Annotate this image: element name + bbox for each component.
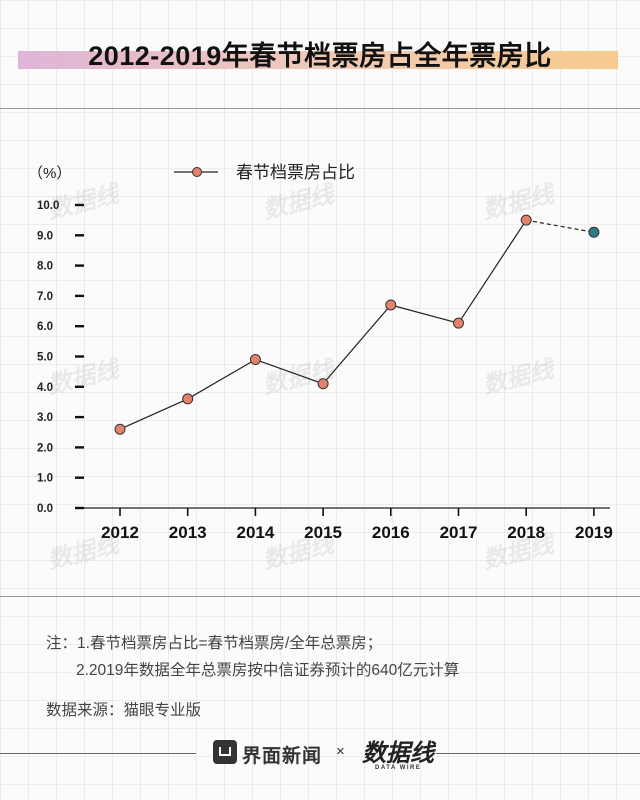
x-tick-label: 2019 — [575, 523, 613, 542]
footer-brand-jiemian: 界面新闻 — [242, 746, 323, 767]
data-point — [317, 378, 329, 390]
data-point-estimate — [588, 226, 600, 238]
title-highlight-bar — [18, 51, 618, 69]
y-tick-label: 2.0 — [37, 442, 53, 454]
x-tick-label: 2013 — [169, 523, 207, 542]
legend-label: 春节档票房占比 — [236, 163, 355, 182]
data-point — [182, 393, 194, 405]
x-tick-label: 2017 — [440, 523, 478, 542]
y-tick-label: 8.0 — [37, 261, 53, 273]
x-tick-label: 2014 — [236, 523, 274, 542]
y-tick-label: 4.0 — [37, 382, 53, 394]
y-tick-label: 9.0 — [37, 230, 53, 242]
y-tick-label: 0.0 — [37, 503, 53, 515]
x-axis-ticks: 2012 2013 2014 2015 2016 2017 2018 2019 — [101, 508, 613, 542]
jiemian-logo-icon — [213, 740, 237, 764]
footer-brand-datawire-sub: DATA WIRE — [375, 765, 422, 771]
y-tick-label: 3.0 — [37, 412, 53, 424]
series-segment — [322, 304, 392, 385]
note-1: 1.春节档票房占比=春节档票房/全年总票房； — [77, 635, 383, 652]
data-point — [249, 354, 261, 366]
watermark: 数据线 — [260, 355, 339, 399]
data-point — [453, 317, 464, 329]
x-tick-label: 2018 — [507, 523, 545, 542]
watermark: 数据线 — [480, 180, 559, 224]
chart-bottom-divider — [0, 596, 640, 597]
x-tick-label: 2015 — [304, 523, 342, 542]
note-2: 2.2019年数据全年总票房按中信证券预计的640亿元计算 — [76, 662, 460, 679]
series-segment-estimate — [526, 219, 595, 233]
series-segment — [119, 398, 188, 430]
footer-brand-datawire: 数据线 — [362, 740, 434, 767]
x-tick-label: 2016 — [372, 523, 410, 542]
footer-rule-left — [0, 753, 196, 754]
legend-marker — [192, 167, 202, 177]
y-axis-ticks: 0.0 1.0 2.0 3.0 4.0 5.0 6.0 7.0 8.0 9.0 10.0 — [37, 200, 84, 515]
notes-block: 注：1.春节档票房占比=春节档票房/全年总票房； 2.2019年数据全年总票房按… — [46, 630, 459, 684]
data-source: 数据来源：猫眼专业版 — [46, 702, 202, 719]
y-unit-label: （%） — [28, 165, 71, 182]
footer-cross: × — [336, 743, 345, 760]
series-line — [114, 214, 600, 435]
y-tick-label: 5.0 — [37, 352, 53, 364]
watermark: 数据线 — [260, 180, 339, 224]
y-tick-label: 6.0 — [37, 321, 53, 333]
series-segment — [457, 219, 527, 324]
data-point — [385, 299, 397, 311]
watermark: 数据线 — [480, 355, 559, 399]
data-point — [520, 214, 532, 226]
y-tick-label: 10.0 — [37, 200, 59, 212]
header-divider — [0, 108, 640, 109]
watermark: 数据线 — [45, 355, 124, 399]
series-segment — [255, 358, 324, 385]
footer-rule-right — [436, 753, 640, 754]
notes-lead: 注： — [46, 635, 78, 652]
data-point — [114, 423, 126, 435]
y-tick-label: 1.0 — [37, 473, 53, 485]
series-segment — [390, 304, 459, 324]
x-tick-label: 2012 — [101, 523, 139, 542]
y-tick-label: 7.0 — [37, 291, 53, 303]
chart-title: 2012-2019年春节档票房占全年票房比 — [88, 41, 552, 71]
series-segment — [187, 359, 256, 400]
